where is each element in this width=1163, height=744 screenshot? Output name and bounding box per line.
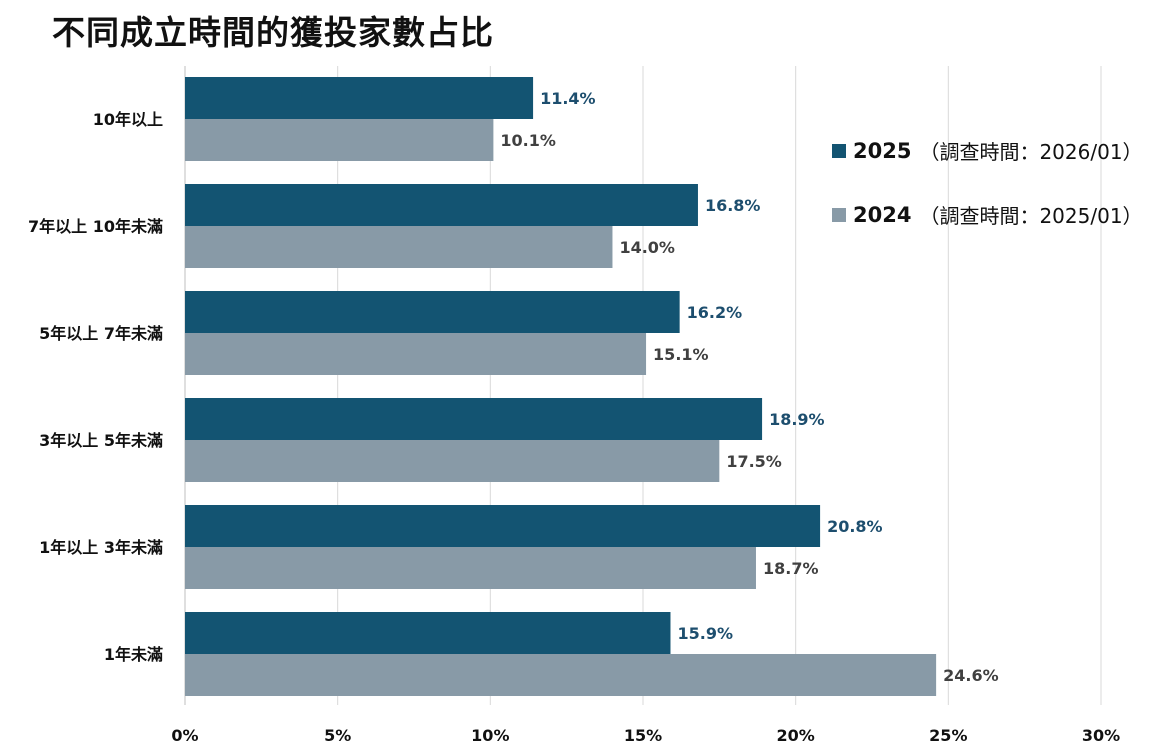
legend-year: 2024: [853, 202, 912, 227]
data-label-2024: 18.7%: [763, 559, 819, 578]
data-label-2025: 16.8%: [705, 196, 761, 215]
bar-2024: [185, 547, 756, 589]
category-label: 3年以上 5年未滿: [39, 431, 163, 450]
bar-2024: [185, 440, 720, 482]
category-label: 10年以上: [93, 110, 163, 129]
category-labels: 10年以上 7年以上 10年未滿 5年以上 7年未滿 3年以上 5年未滿 1年以上 3年…: [28, 110, 163, 664]
data-label-2024: 14.0%: [619, 238, 675, 257]
x-tick-label: 25%: [929, 726, 967, 744]
category-label: 7年以上 10年未滿: [28, 217, 163, 236]
legend-note: （調查時間：2025/01）: [919, 204, 1143, 228]
bar-2024: [185, 226, 613, 268]
x-tick-label: 20%: [777, 726, 815, 744]
data-label-2024: 10.1%: [500, 131, 556, 150]
data-label-2025: 15.9%: [677, 624, 733, 643]
legend-item-2024: 2024 （調查時間：2025/01）: [832, 200, 1143, 229]
bar-2025: [185, 505, 821, 547]
data-label-2024: 15.1%: [653, 345, 709, 364]
legend-swatch-2024: [832, 207, 846, 222]
x-tick-label: 10%: [471, 726, 509, 744]
bar-2025: [185, 184, 698, 226]
bar-2025: [185, 77, 534, 119]
data-label-2024: 17.5%: [726, 452, 782, 471]
legend-swatch-2025: [832, 143, 846, 158]
x-tick-label: 0%: [171, 726, 198, 744]
x-tick-label: 5%: [324, 726, 351, 744]
bars: [185, 77, 937, 696]
x-tick-labels: 0% 5% 10% 15% 20% 25% 30%: [171, 726, 1120, 744]
bar-2025: [185, 612, 671, 654]
legend-year: 2025: [853, 138, 912, 163]
category-label: 1年未滿: [104, 645, 163, 664]
chart-title: 不同成立時間的獲投家數占比: [52, 13, 494, 52]
bar-2024: [185, 119, 494, 161]
data-label-2025: 11.4%: [540, 89, 596, 108]
data-label-2025: 16.2%: [687, 303, 743, 322]
bar-2025: [185, 291, 680, 333]
data-label-2025: 20.8%: [827, 517, 883, 536]
data-label-2025: 18.9%: [769, 410, 825, 429]
x-tick-label: 30%: [1082, 726, 1120, 744]
bar-2024: [185, 654, 937, 696]
category-label: 1年以上 3年未滿: [39, 538, 163, 557]
legend-note: （調查時間：2026/01）: [919, 140, 1143, 164]
data-labels: 11.4% 10.1% 16.8% 14.0% 16.2% 15.1% 18.9% 17.5%…: [500, 89, 998, 685]
bar-2024: [185, 333, 647, 375]
bar-2025: [185, 398, 763, 440]
x-tick-label: 15%: [624, 726, 662, 744]
legend-item-2025: 2025 （調查時間：2026/01）: [832, 136, 1143, 165]
grid-lines: [184, 66, 1102, 705]
data-label-2024: 24.6%: [943, 666, 999, 685]
category-label: 5年以上 7年未滿: [39, 324, 163, 343]
